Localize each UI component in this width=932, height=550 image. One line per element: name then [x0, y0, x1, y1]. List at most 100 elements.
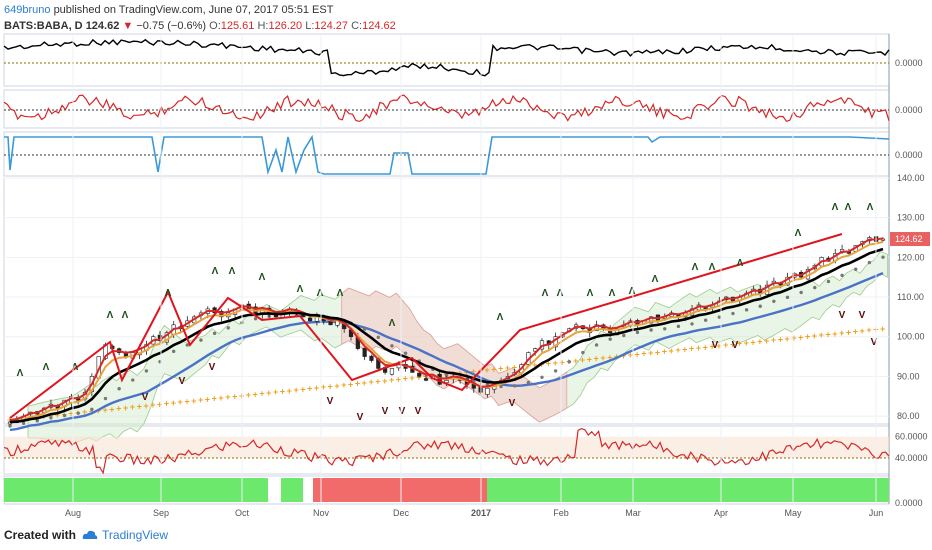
slow-ma-point: +	[791, 333, 796, 343]
last-price-badge-label: 124.62	[895, 234, 923, 244]
osc1-axis-label: 0.0000	[895, 58, 923, 68]
psar-dot	[253, 317, 258, 321]
tradingview-brand: TradingView	[102, 528, 169, 542]
close-label: C:	[351, 20, 363, 32]
slow-ma-point: +	[273, 387, 278, 397]
slow-ma-point: +	[471, 367, 476, 377]
slow-ma-point: +	[300, 384, 305, 394]
slow-ma-point: +	[218, 393, 223, 403]
up-fractal-marker: Λ	[609, 288, 616, 299]
trend-bar-segment	[313, 478, 487, 502]
slow-ma-point: +	[348, 379, 353, 389]
slow-ma-point: +	[716, 341, 721, 351]
slow-ma-point: +	[191, 396, 196, 406]
psar-dot	[513, 384, 517, 388]
month-label: Aug	[65, 508, 81, 518]
slow-ma-point: +	[812, 331, 817, 341]
psar-dot	[758, 304, 762, 308]
up-fractal-marker: Λ	[867, 202, 874, 213]
up-fractal-marker: Λ	[43, 362, 50, 373]
slow-ma-point: +	[846, 327, 851, 337]
close-value: 124.62	[362, 20, 396, 32]
psar-dot	[62, 413, 67, 418]
psar-dot	[90, 407, 94, 412]
slow-ma-point: +	[580, 355, 585, 365]
month-label: Nov	[313, 508, 330, 518]
psar-dot	[390, 344, 394, 348]
up-fractal-marker: Λ	[542, 288, 549, 299]
slow-ma-point: +	[205, 394, 210, 404]
created-with-label: Created with	[4, 528, 77, 542]
psar-dot	[635, 330, 640, 335]
slow-ma-point: +	[771, 335, 776, 345]
down-fractal-marker: V	[732, 340, 739, 351]
trend-bar-segment	[281, 478, 303, 502]
oscillator-pane-1: 0.0000	[3, 38, 923, 77]
slow-ma-point: +	[737, 339, 742, 349]
slow-ma-point: +	[655, 347, 660, 357]
slow-ma-point: +	[123, 403, 128, 413]
up-fractal-marker: Λ	[389, 318, 396, 329]
down-fractal-marker: V	[509, 398, 516, 409]
up-fractal-marker: Λ	[122, 310, 129, 321]
slow-ma-point: +	[157, 399, 162, 409]
tradingview-logo[interactable]: TradingView	[82, 528, 168, 542]
oscillator-pane-3: 0.0000	[4, 134, 923, 176]
candle-body	[389, 368, 395, 375]
psar-dot	[131, 378, 135, 382]
publish-info: published on TradingView.com, June 07, 2…	[53, 4, 334, 16]
slow-ma-point: +	[744, 338, 749, 348]
up-fractal-marker: Λ	[317, 288, 324, 299]
osc2-axis-label: 0.0000	[895, 105, 923, 115]
slow-ma-point: +	[328, 382, 333, 392]
slow-ma-point: +	[130, 402, 135, 412]
psar-dot	[185, 343, 190, 347]
chart-header: 649bruno published on TradingView.com, J…	[4, 2, 904, 34]
open-value: 125.61	[220, 20, 255, 32]
slow-ma-point: +	[375, 377, 380, 387]
slow-ma-point: +	[853, 327, 858, 337]
slow-ma-point: +	[532, 360, 537, 370]
slow-ma-point: +	[409, 373, 414, 383]
psar-dot	[212, 331, 217, 336]
slow-ma-point: +	[116, 404, 121, 414]
psar-dot	[663, 327, 667, 331]
slow-ma-point: +	[287, 386, 292, 396]
psar-dot	[171, 349, 176, 354]
cloud-icon	[82, 530, 98, 539]
up-fractal-marker: Λ	[17, 368, 24, 379]
slow-ma-point: +	[7, 415, 12, 425]
down-fractal-marker: V	[209, 362, 216, 373]
slow-ma-point: +	[491, 364, 496, 374]
author-link[interactable]: 649bruno	[4, 4, 51, 16]
slow-ma-point: +	[48, 411, 53, 421]
trend-bar-segment	[487, 478, 889, 502]
slow-ma-point: +	[546, 359, 551, 369]
slow-ma-point: +	[880, 324, 885, 334]
slow-ma-point: +	[137, 401, 142, 411]
symbol-label[interactable]: BATS:BABA, D	[4, 20, 83, 32]
slow-ma-point: +	[184, 396, 189, 406]
pane-frames	[3, 33, 890, 505]
slow-ma-point: +	[389, 375, 394, 385]
psar-dot	[444, 373, 449, 378]
black-ema-line	[9, 247, 884, 424]
slow-ma-point: +	[212, 394, 217, 404]
slow-ma-point: +	[723, 340, 728, 350]
up-fractal-marker: Λ	[629, 286, 636, 297]
low-label: L:	[305, 20, 315, 32]
trend-bar-segment	[4, 478, 268, 502]
footer: Created with TradingView	[4, 528, 168, 542]
up-fractal-marker: Λ	[587, 288, 594, 299]
price-tick-label: 130.00	[897, 213, 925, 223]
up-fractal-marker: Λ	[229, 266, 236, 277]
up-fractal-marker: Λ	[165, 288, 172, 299]
slow-ma-point: +	[178, 397, 183, 407]
slow-ma-point: +	[334, 381, 339, 391]
slow-ma-point: +	[798, 332, 803, 342]
slow-ma-point: +	[498, 364, 503, 374]
price-tick-label: 100.00	[897, 332, 925, 342]
slow-ma-point: +	[457, 368, 462, 378]
slow-ma-point: +	[246, 390, 251, 400]
